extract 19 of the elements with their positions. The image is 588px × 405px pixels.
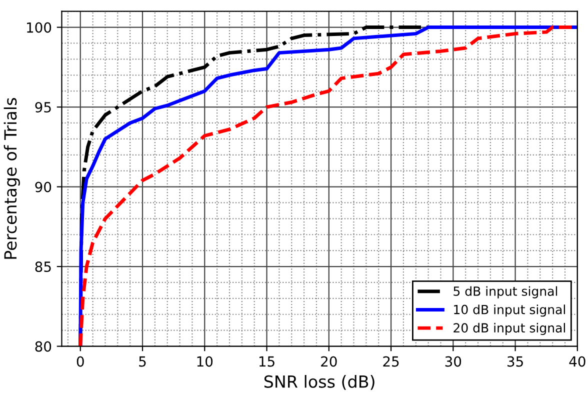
y-tick-label: 90 [35, 182, 52, 192]
x-tick-label: 35 [508, 356, 523, 367]
legend-label: 20 dB input signal [454, 322, 565, 336]
x-tick-label: 5 [139, 356, 146, 367]
x-axis-title: SNR loss (dB) [264, 374, 374, 390]
y-axis-title: Percentage of Trials [4, 98, 20, 259]
legend-label: 5 dB input signal [454, 286, 558, 298]
y-tick-label: 95 [35, 102, 51, 113]
x-tick-label: 25 [383, 356, 399, 367]
y-tick-label: 85 [35, 261, 51, 272]
y-tick-label: 80 [35, 341, 52, 352]
x-tick-label: 30 [445, 356, 462, 367]
legend-label: 10 dB input signal [454, 304, 565, 317]
y-tick-label: 100 [27, 22, 52, 33]
x-tick-label: 20 [321, 356, 337, 367]
x-tick-label: 0 [76, 356, 84, 367]
x-tick-label: 40 [569, 356, 586, 367]
x-tick-label: 15 [259, 356, 274, 367]
x-tick-label: 10 [197, 356, 213, 367]
